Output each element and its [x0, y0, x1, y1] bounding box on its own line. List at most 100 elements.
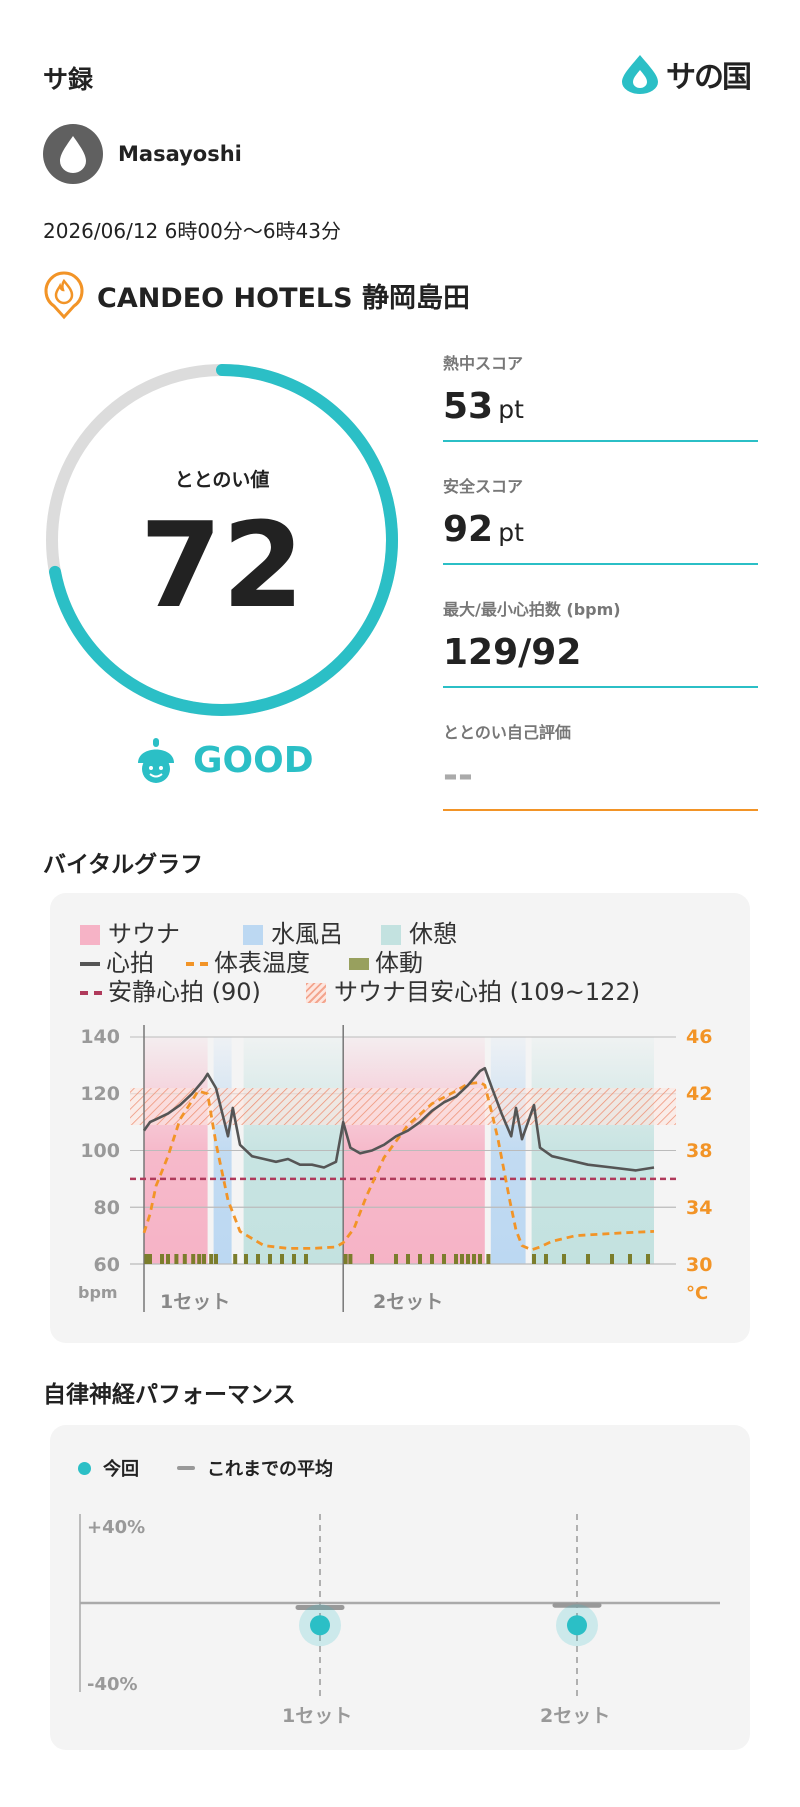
- movement-mark: [610, 1254, 614, 1264]
- movement-mark: [148, 1254, 152, 1264]
- current-point: [567, 1615, 587, 1636]
- movement-mark: [244, 1254, 248, 1264]
- movement-mark: [394, 1254, 398, 1264]
- movement-mark: [280, 1254, 284, 1264]
- facility-row[interactable]: CANDEO HOTELS 静岡島田: [43, 270, 470, 320]
- movement-mark: [197, 1254, 202, 1264]
- score-heat-unit: pt: [498, 395, 524, 424]
- movement-mark: [304, 1254, 308, 1264]
- score-heat-label: 熱中スコア: [443, 354, 524, 373]
- movement-mark: [486, 1254, 491, 1264]
- movement-mark: [544, 1254, 548, 1264]
- movement-mark: [478, 1254, 482, 1264]
- score-safety-value: 92: [443, 509, 494, 550]
- movement-mark: [370, 1254, 374, 1264]
- brand-logo: サの国: [620, 52, 760, 96]
- autonomic-y-top: +40%: [87, 1517, 146, 1538]
- y-right-tick: 34: [686, 1197, 713, 1219]
- legend-rest-swatch: [381, 924, 401, 945]
- legend-rest: 休憩: [409, 920, 457, 948]
- user-name: Masayoshi: [118, 142, 242, 166]
- movement-mark: [209, 1254, 214, 1264]
- body-temp-line: [142, 1081, 655, 1252]
- movement-mark: [343, 1254, 348, 1264]
- y-left-tick: 120: [80, 1083, 120, 1105]
- movement-mark: [214, 1254, 218, 1264]
- brand-logo-text: サの国: [666, 60, 752, 95]
- current-point: [310, 1615, 330, 1636]
- autonomic-y-bottom: -40%: [87, 1674, 138, 1695]
- legend-sauna-swatch: [80, 924, 100, 945]
- facility-pin-icon: [44, 271, 84, 320]
- score-safety: 安全スコア 92 pt: [443, 473, 758, 565]
- session-date: 2026/06/12: [43, 219, 159, 243]
- score-heartrate: 最大/最小心拍数 (bpm) 129/92: [443, 596, 758, 688]
- movement-mark: [406, 1254, 410, 1264]
- gauge-progress-arc: [49, 364, 398, 716]
- autonomic-legend: 今回 これまでの平均: [78, 1455, 333, 1481]
- avatar: [43, 124, 103, 184]
- movement-mark: [268, 1254, 272, 1264]
- movement-mark: [418, 1254, 422, 1264]
- movement-mark: [532, 1254, 536, 1264]
- totonoi-label: ととのい値: [174, 469, 270, 491]
- session-datetime: 2026/06/12 6時00分〜6時43分: [43, 215, 341, 244]
- score-heartrate-label: 最大/最小心拍数 (bpm): [443, 600, 621, 619]
- movement-mark: [628, 1254, 632, 1264]
- movement-mark: [442, 1254, 446, 1264]
- movement-mark: [562, 1254, 566, 1264]
- score-self-eval[interactable]: ととのい自己評価 --: [443, 719, 758, 811]
- movement-mark: [430, 1254, 434, 1264]
- score-self-eval-value: --: [443, 755, 473, 796]
- page-title: サ録: [43, 65, 94, 94]
- rating-row: GOOD: [133, 735, 314, 785]
- legend-target-swatch: [306, 982, 326, 1003]
- movement-mark: [166, 1254, 170, 1264]
- rating-face-icon: [138, 738, 174, 783]
- y-left-tick: 80: [93, 1197, 120, 1219]
- session-time: 6時00分〜6時43分: [164, 219, 341, 243]
- legend-cold-swatch: [243, 924, 263, 945]
- score-heartrate-value: 129/92: [443, 632, 582, 673]
- vital-legend: サウナ 水風呂 休憩 心拍 体表温度 体動 安静心拍 (90) サウナ目安心拍 …: [80, 920, 740, 1007]
- totonoi-gauge: [46, 364, 398, 716]
- legend-target-hr: サウナ目安心拍 (109~122): [334, 978, 641, 1006]
- y-left-tick: 140: [80, 1026, 120, 1048]
- drop-logo-icon: [622, 55, 658, 94]
- movement-mark: [233, 1254, 238, 1264]
- legend-move-swatch: [349, 957, 369, 970]
- movement-mark: [174, 1254, 179, 1264]
- y-left-unit: bpm: [78, 1283, 118, 1302]
- legend-average: これまでの平均: [207, 1459, 333, 1480]
- movement-mark: [256, 1254, 260, 1264]
- avatar-drop-icon: [60, 136, 86, 173]
- autonomic-set-label: 1セット: [282, 1705, 353, 1727]
- legend-movement: 体動: [375, 949, 423, 977]
- vital-set-label: 2セット: [373, 1291, 444, 1313]
- score-self-eval-label: ととのい自己評価: [443, 723, 571, 742]
- y-right-tick: 30: [686, 1254, 713, 1276]
- vital-section-title: バイタルグラフ: [43, 852, 204, 878]
- score-heat: 熱中スコア 53 pt: [443, 350, 758, 442]
- movement-mark: [472, 1254, 476, 1264]
- y-left-tick: 60: [93, 1254, 120, 1276]
- movement-mark: [202, 1254, 206, 1264]
- movement-mark: [292, 1254, 296, 1264]
- movement-mark: [460, 1254, 464, 1264]
- rating-text: GOOD: [193, 739, 314, 781]
- legend-resting-swatch: [80, 990, 102, 995]
- y-left-tick: 100: [80, 1140, 120, 1162]
- movement-mark: [191, 1254, 196, 1264]
- heart-rate-line: [142, 1066, 655, 1172]
- movement-mark: [160, 1254, 164, 1264]
- movement-mark: [182, 1254, 187, 1264]
- autonomic-section-title: 自律神経パフォーマンス: [43, 1382, 296, 1408]
- movement-mark: [348, 1254, 353, 1264]
- legend-heart-rate: 心拍: [106, 949, 154, 977]
- legend-hr-swatch: [80, 961, 100, 966]
- movement-mark: [466, 1254, 470, 1264]
- legend-average-dash: [177, 1466, 195, 1470]
- legend-temp-swatch: [186, 961, 208, 966]
- score-heat-value: 53: [443, 386, 494, 427]
- score-safety-label: 安全スコア: [443, 477, 524, 496]
